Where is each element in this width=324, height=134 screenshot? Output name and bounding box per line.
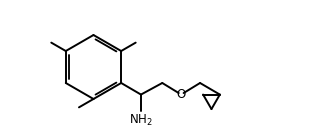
- Text: O: O: [177, 88, 186, 101]
- Text: NH$_2$: NH$_2$: [129, 113, 153, 128]
